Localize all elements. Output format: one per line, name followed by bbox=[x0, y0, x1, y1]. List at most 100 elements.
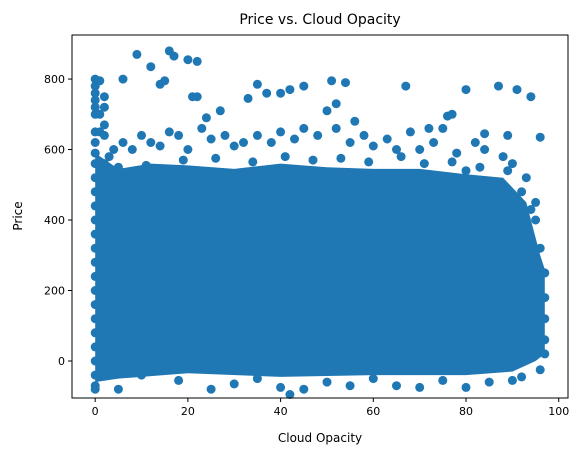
scatter-point bbox=[299, 123, 309, 133]
scatter-point bbox=[424, 123, 434, 133]
scatter-point bbox=[396, 152, 406, 162]
scatter-point bbox=[540, 268, 550, 278]
scatter-point bbox=[211, 153, 221, 163]
scatter-point bbox=[90, 314, 100, 324]
scatter-point bbox=[215, 106, 225, 116]
scatter-point bbox=[299, 81, 309, 91]
scatter-point bbox=[285, 390, 295, 399]
scatter-point bbox=[90, 148, 100, 158]
scatter-point bbox=[313, 130, 323, 140]
x-tick-label: 0 bbox=[92, 405, 99, 418]
scatter-point bbox=[220, 130, 230, 140]
scatter-point bbox=[262, 88, 272, 98]
scatter-point bbox=[345, 381, 355, 391]
scatter-point bbox=[206, 134, 216, 144]
scatter-point bbox=[99, 159, 109, 169]
scatter-point bbox=[415, 382, 425, 392]
scatter-point bbox=[540, 335, 550, 345]
scatter-point bbox=[452, 148, 462, 158]
scatter-point bbox=[507, 159, 517, 169]
scatter-point bbox=[99, 92, 109, 102]
scatter-point bbox=[229, 379, 239, 389]
scatter-point bbox=[113, 162, 123, 172]
scatter-point bbox=[503, 130, 513, 140]
y-tick-label: 200 bbox=[44, 285, 65, 298]
scatter-point bbox=[331, 123, 341, 133]
scatter-point bbox=[535, 243, 545, 253]
plot-frame bbox=[71, 34, 569, 399]
scatter-point bbox=[429, 138, 439, 147]
scatter-point bbox=[280, 152, 290, 162]
scatter-point bbox=[461, 382, 471, 392]
scatter-point bbox=[531, 215, 541, 225]
scatter-point bbox=[90, 384, 100, 394]
scatter-point bbox=[192, 92, 202, 102]
scatter-point bbox=[174, 375, 184, 385]
scatter-point bbox=[183, 55, 193, 65]
scatter-point bbox=[164, 127, 174, 137]
scatter-point bbox=[540, 314, 550, 324]
scatter-point bbox=[90, 138, 100, 147]
scatter-point bbox=[461, 166, 471, 176]
scatter-point bbox=[90, 95, 100, 105]
scatter-point bbox=[90, 342, 100, 352]
scatter-point bbox=[447, 109, 457, 119]
scatter-point bbox=[90, 187, 100, 197]
scatter-point bbox=[90, 257, 100, 267]
scatter-point bbox=[480, 129, 490, 139]
scatter-point bbox=[512, 240, 522, 250]
y-tick-label: 800 bbox=[44, 73, 65, 86]
scatter-point bbox=[521, 321, 531, 331]
scatter-point bbox=[507, 375, 517, 385]
scatter-point bbox=[90, 201, 100, 211]
scatter-point bbox=[322, 106, 332, 116]
scatter-point bbox=[90, 356, 100, 366]
scatter-point bbox=[252, 79, 262, 89]
scatter-point bbox=[475, 162, 485, 172]
x-axis-label: Cloud Opacity bbox=[278, 431, 362, 445]
scatter-points bbox=[90, 46, 550, 399]
scatter-point bbox=[415, 145, 425, 154]
scatter-point bbox=[90, 370, 100, 380]
y-tick-label: 0 bbox=[58, 355, 65, 368]
scatter-point bbox=[99, 120, 109, 130]
scatter-point bbox=[201, 113, 211, 123]
scatter-point bbox=[113, 384, 123, 394]
scatter-point bbox=[299, 384, 309, 394]
scatter-point bbox=[178, 155, 188, 165]
scatter-point bbox=[535, 365, 545, 375]
scatter-point bbox=[137, 370, 146, 380]
scatter-point bbox=[90, 271, 100, 281]
scatter-point bbox=[290, 134, 299, 144]
x-axis: 0 20 40 60 80 100 bbox=[92, 398, 569, 418]
scatter-point bbox=[531, 197, 541, 207]
scatter-point bbox=[350, 116, 360, 126]
scatter-point bbox=[503, 166, 513, 176]
scatter-point bbox=[192, 56, 202, 66]
chart-title: Price vs. Cloud Opacity bbox=[239, 12, 400, 28]
scatter-point bbox=[90, 159, 100, 169]
y-axis: 0 200 400 600 800 bbox=[44, 73, 72, 368]
scatter-point bbox=[341, 78, 350, 88]
scatter-point bbox=[419, 159, 429, 169]
scatter-point bbox=[99, 130, 109, 140]
scatter-point bbox=[308, 155, 318, 165]
scatter-point bbox=[331, 99, 341, 109]
scatter-point bbox=[206, 384, 216, 394]
scatter-point bbox=[90, 102, 100, 112]
scatter-point bbox=[90, 229, 100, 239]
scatter-point bbox=[489, 180, 499, 190]
scatter-point bbox=[540, 349, 550, 359]
scatter-point bbox=[118, 74, 128, 84]
y-tick-label: 400 bbox=[44, 214, 65, 227]
x-tick-label: 60 bbox=[366, 405, 380, 418]
scatter-point bbox=[359, 130, 369, 140]
point-mass bbox=[95, 153, 545, 383]
scatter-point bbox=[252, 130, 262, 140]
scatter-point bbox=[392, 381, 401, 391]
scatter-point bbox=[248, 157, 258, 167]
x-tick-label: 20 bbox=[181, 405, 195, 418]
scatter-point bbox=[336, 153, 346, 163]
y-tick-label: 600 bbox=[44, 144, 65, 157]
